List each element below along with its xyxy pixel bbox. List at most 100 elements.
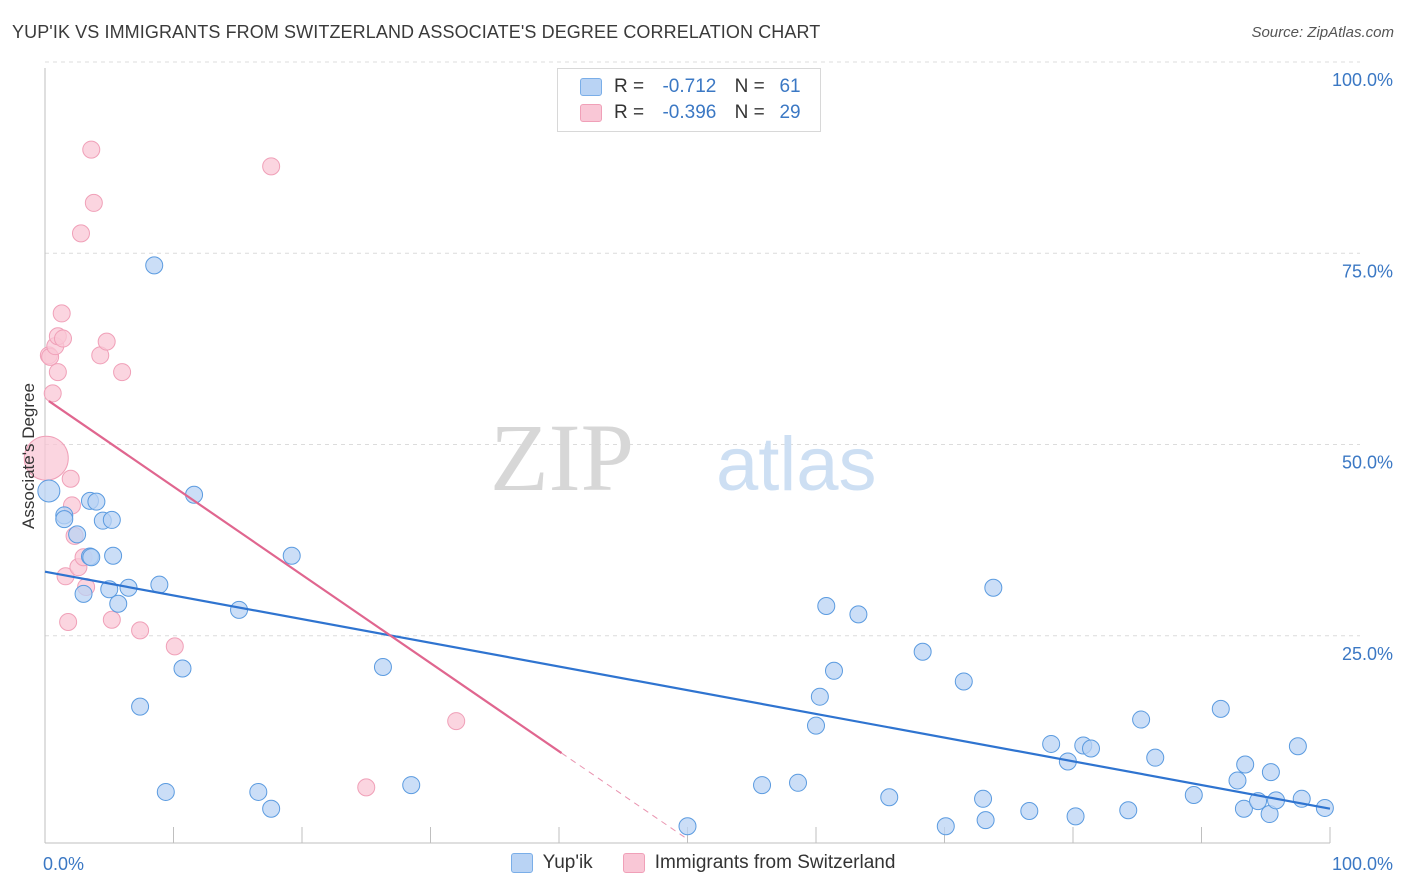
bottom-legend-label-yupik: Yup'ik: [542, 852, 593, 873]
y-tick-label: 100.0%: [1332, 70, 1393, 90]
data-point-yupik: [104, 546, 123, 565]
bottom-legend-yupik: Yup'ik: [510, 852, 593, 874]
data-point-yupik: [402, 776, 421, 795]
tick-labels: 25.0% 50.0% 75.0% 100.0% 0.0% 100.0%: [43, 70, 1393, 874]
data-point-yupik: [109, 594, 128, 613]
legend-swatch-switzerland: [580, 104, 602, 122]
data-point-yupik: [282, 546, 301, 565]
data-point-yupik: [913, 642, 932, 661]
data-point-yupik: [1146, 748, 1165, 767]
data-point-yupik: [1288, 737, 1307, 756]
y-tick-label: 25.0%: [1342, 644, 1393, 664]
watermark-atlas: atlas: [716, 422, 877, 507]
data-point-yupik: [678, 817, 697, 836]
data-point-switzerland: [357, 778, 376, 797]
trend-line-yupik: [44, 570, 1331, 810]
legend-row-yupik: R = -0.712 N = 61: [580, 74, 810, 100]
data-point-switzerland: [131, 621, 150, 640]
data-point-switzerland: [262, 157, 281, 176]
data-point-switzerland: [59, 613, 78, 632]
data-point-switzerland: [165, 637, 184, 656]
data-point-yupik: [974, 789, 993, 808]
y-axis-label: Associate's Degree: [19, 383, 38, 529]
series-immigrants-from-switzerland: [23, 140, 466, 797]
data-point-yupik: [131, 697, 150, 716]
data-point-switzerland: [82, 140, 101, 159]
bottom-legend: Yup'ik Immigrants from Switzerland: [0, 852, 1406, 874]
legend-r-value: -0.396: [662, 102, 717, 123]
data-point-yupik: [37, 479, 61, 503]
data-point-yupik: [230, 600, 249, 619]
data-point-yupik: [102, 510, 121, 529]
data-point-yupik: [880, 788, 899, 807]
legend-r-label: R =: [614, 102, 645, 123]
trend-line-switzerland: [48, 400, 563, 754]
data-point-yupik: [55, 510, 74, 529]
grid-lines: [45, 61, 1360, 637]
data-point-yupik: [817, 597, 836, 616]
data-point-yupik: [74, 584, 93, 603]
trend-lines: [44, 400, 1331, 840]
data-point-switzerland: [84, 193, 103, 212]
data-point-switzerland: [447, 712, 466, 731]
data-point-yupik: [807, 716, 825, 735]
legend-row-switzerland: R = -0.396 N = 29: [580, 100, 810, 126]
data-point-yupik: [1042, 734, 1061, 753]
bottom-legend-swatch-yupik: [510, 853, 533, 873]
series-yupik: [37, 256, 1334, 836]
data-point-yupik: [954, 672, 973, 691]
data-point-switzerland: [102, 610, 121, 629]
legend-n-value: 29: [779, 102, 801, 123]
data-point-yupik: [373, 657, 392, 676]
data-point-yupik: [156, 782, 175, 801]
x-tick-label: 100.0%: [1332, 854, 1393, 874]
data-point-yupik: [976, 811, 995, 830]
trend-line-switzerland-extension: [561, 752, 688, 840]
data-point-switzerland: [53, 329, 72, 348]
data-point-yupik: [262, 799, 281, 818]
legend-r-label: R =: [614, 76, 645, 97]
data-point-yupik: [1066, 807, 1085, 826]
data-point-yupik: [173, 659, 192, 678]
data-point-yupik: [82, 548, 101, 567]
data-point-yupik: [1228, 771, 1247, 790]
data-point-yupik: [1119, 801, 1138, 820]
bottom-legend-label-switzerland: Immigrants from Switzerland: [654, 852, 896, 873]
data-point-yupik: [1211, 699, 1230, 718]
legend: R = -0.712 N = 61 R = -0.396 N = 29: [557, 68, 821, 132]
data-point-switzerland: [43, 384, 62, 403]
watermark: ZIP atlas: [490, 404, 877, 511]
legend-n-label: N =: [734, 76, 765, 97]
data-point-yupik: [1234, 799, 1253, 818]
data-point-switzerland: [48, 363, 67, 382]
data-point-yupik: [87, 492, 106, 511]
data-point-switzerland: [97, 332, 116, 351]
legend-r-value: -0.712: [662, 76, 717, 97]
y-tick-label: 75.0%: [1342, 261, 1393, 281]
y-tick-label: 50.0%: [1342, 453, 1393, 473]
data-point-yupik: [789, 773, 808, 792]
data-point-yupik: [849, 605, 868, 624]
data-point-yupik: [145, 256, 164, 275]
data-point-switzerland: [113, 363, 132, 382]
data-point-yupik: [1020, 801, 1039, 820]
data-point-yupik: [1184, 785, 1203, 804]
data-point-yupik: [810, 687, 829, 706]
data-point-yupik: [824, 661, 843, 680]
data-point-yupik: [1261, 763, 1280, 782]
data-point-switzerland: [52, 304, 71, 323]
data-point-yupik: [984, 578, 1003, 597]
data-point-switzerland: [71, 224, 90, 243]
data-point-switzerland: [61, 469, 80, 488]
data-point-yupik: [1081, 739, 1100, 758]
bottom-legend-swatch-switzerland: [622, 853, 645, 873]
data-point-yupik: [1132, 710, 1151, 729]
x-tick-label: 0.0%: [43, 854, 84, 874]
source-label: Source: ZipAtlas.com: [1251, 24, 1394, 41]
legend-swatch-yupik: [580, 78, 602, 96]
data-point-yupik: [1236, 755, 1255, 774]
bottom-legend-switzerland: Immigrants from Switzerland: [622, 852, 896, 874]
chart-title: YUP'IK VS IMMIGRANTS FROM SWITZERLAND AS…: [12, 22, 821, 42]
data-point-yupik: [249, 782, 268, 801]
